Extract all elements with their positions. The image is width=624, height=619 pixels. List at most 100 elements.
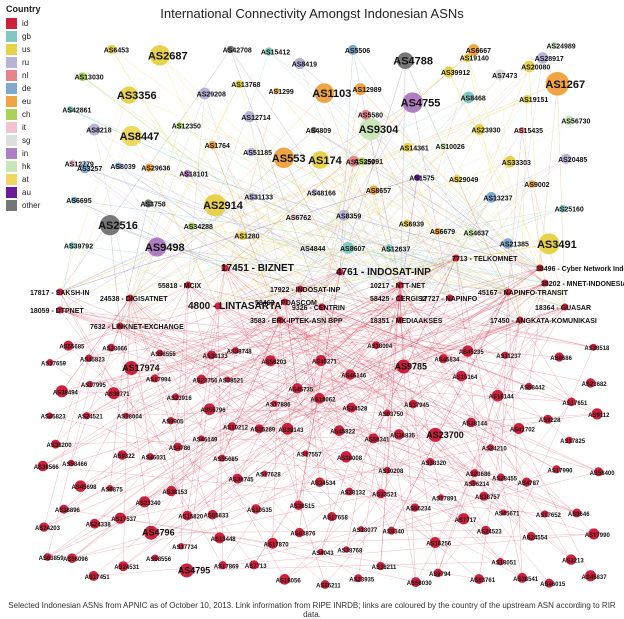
id-node bbox=[552, 465, 561, 474]
edge bbox=[231, 319, 281, 427]
id-node-label: AS4043 bbox=[312, 551, 334, 557]
edge bbox=[251, 196, 281, 321]
edge bbox=[470, 306, 566, 423]
edge bbox=[391, 518, 464, 531]
id-node bbox=[59, 504, 69, 514]
foreign-node-label: AS18101 bbox=[179, 172, 208, 179]
id-node-label: AS18008 bbox=[337, 456, 363, 462]
edge bbox=[324, 93, 401, 299]
id-node bbox=[261, 470, 268, 477]
edge bbox=[507, 130, 523, 293]
edge bbox=[339, 271, 532, 537]
edge bbox=[507, 291, 523, 578]
id-node bbox=[387, 526, 396, 535]
legend-item: id bbox=[6, 17, 41, 30]
id-node bbox=[271, 400, 278, 407]
id-node bbox=[470, 479, 477, 486]
foreign-node-label: AS42861 bbox=[62, 108, 91, 115]
id-node-label: AS17537 bbox=[111, 517, 137, 523]
id-node-label: AS17658 bbox=[323, 516, 349, 522]
edge bbox=[156, 246, 509, 293]
foreign-node bbox=[99, 215, 121, 236]
foreign-node-label: AS8218 bbox=[86, 128, 111, 135]
foreign-node-label: AS12637 bbox=[381, 246, 410, 253]
foreign-node-label: AS4844 bbox=[300, 246, 325, 253]
edge bbox=[59, 83, 558, 293]
edge bbox=[242, 235, 341, 273]
edge bbox=[455, 257, 523, 578]
edge bbox=[399, 297, 572, 403]
id-node bbox=[521, 477, 532, 487]
edge bbox=[237, 284, 401, 479]
foreign-node bbox=[144, 199, 153, 208]
id-node-label: AS18062 bbox=[310, 397, 336, 403]
foreign-node bbox=[518, 126, 526, 134]
edge bbox=[324, 93, 457, 259]
id-node bbox=[214, 532, 226, 544]
edges-layer bbox=[42, 45, 599, 585]
legend-label: eu bbox=[22, 97, 31, 106]
edge bbox=[212, 350, 236, 515]
edge bbox=[59, 309, 255, 565]
foreign-node bbox=[248, 192, 257, 201]
edge bbox=[219, 537, 416, 583]
id-node bbox=[500, 509, 507, 516]
id-node-label: AS17659 bbox=[41, 361, 67, 367]
edge bbox=[224, 267, 326, 585]
id-node bbox=[410, 577, 421, 588]
edge bbox=[360, 88, 566, 308]
edge bbox=[279, 319, 491, 448]
edge bbox=[151, 530, 486, 533]
legend-item: nl bbox=[6, 69, 41, 82]
foreign-node bbox=[70, 196, 78, 204]
edge bbox=[129, 125, 180, 299]
edge bbox=[298, 271, 341, 506]
edge bbox=[217, 243, 508, 307]
edge bbox=[49, 325, 121, 363]
id-node bbox=[124, 360, 139, 375]
edge bbox=[284, 301, 320, 399]
id-node bbox=[565, 554, 577, 565]
id-node-label: AS17651 bbox=[562, 401, 588, 407]
edge bbox=[399, 129, 480, 286]
edge bbox=[209, 409, 577, 514]
edge bbox=[47, 257, 457, 558]
edge bbox=[86, 360, 271, 416]
edge bbox=[42, 271, 341, 467]
id-node bbox=[383, 466, 391, 474]
edge bbox=[313, 129, 541, 269]
edge bbox=[59, 97, 469, 293]
edge bbox=[187, 284, 321, 361]
edge bbox=[370, 129, 521, 321]
legend-label: gb bbox=[22, 32, 31, 41]
edge bbox=[255, 360, 322, 510]
foreign-node bbox=[107, 44, 117, 54]
edge bbox=[71, 284, 401, 559]
edge bbox=[84, 167, 521, 321]
edge bbox=[94, 297, 401, 524]
legend-item: de bbox=[6, 82, 41, 95]
edge bbox=[284, 301, 388, 413]
legend-item: it bbox=[6, 121, 41, 134]
id-node-label: AS63876 bbox=[290, 532, 316, 538]
edge bbox=[557, 83, 566, 308]
id-node-label: AS9646 bbox=[568, 512, 590, 518]
foreign-node bbox=[494, 69, 506, 81]
edge bbox=[59, 98, 528, 311]
foreign-node bbox=[523, 60, 535, 73]
edge bbox=[224, 129, 480, 269]
edge bbox=[187, 284, 238, 479]
edge bbox=[521, 130, 546, 284]
edge bbox=[61, 391, 114, 394]
edge bbox=[361, 161, 401, 286]
foreign-node-label: AS20485 bbox=[558, 157, 587, 164]
edge bbox=[42, 465, 545, 515]
edge bbox=[251, 151, 401, 299]
id-node-label: AS9905 bbox=[162, 420, 184, 426]
hub-label: 3583 - ERX-IPTEK-ASN BPP bbox=[250, 318, 343, 325]
id-node bbox=[396, 359, 411, 374]
edge bbox=[222, 471, 599, 566]
id-node bbox=[232, 473, 243, 484]
id-node-label: AS55685 bbox=[59, 345, 85, 351]
edge bbox=[119, 129, 371, 327]
